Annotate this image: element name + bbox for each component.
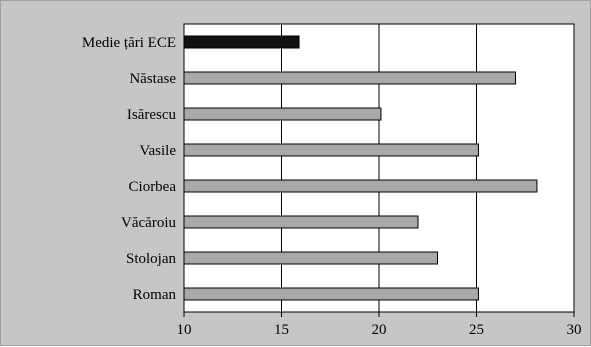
x-tick-label: 30 bbox=[567, 322, 582, 338]
x-tick-label: 20 bbox=[372, 322, 387, 338]
category-label: Ciorbea bbox=[129, 179, 177, 195]
bar-7 bbox=[183, 287, 479, 301]
category-label: Medie țări ECE bbox=[82, 35, 176, 51]
category-label: Stolojan bbox=[126, 251, 177, 267]
bar-2 bbox=[183, 107, 382, 121]
category-label: Năstase bbox=[129, 71, 176, 87]
bars bbox=[183, 35, 538, 301]
x-axis-ticks: 10 15 20 25 30 bbox=[177, 312, 582, 338]
category-labels: Medie țări ECE Năstase Isărescu Vasile Ciorb… bbox=[82, 35, 177, 303]
bar-0 bbox=[183, 35, 300, 49]
bar-1 bbox=[183, 71, 516, 85]
bar-6 bbox=[183, 251, 438, 265]
bar-3 bbox=[183, 143, 479, 157]
bar-4 bbox=[183, 179, 538, 193]
category-label: Isărescu bbox=[127, 107, 177, 123]
category-label: Vasile bbox=[139, 143, 176, 159]
x-tick-label: 10 bbox=[177, 322, 192, 338]
x-tick-label: 25 bbox=[469, 322, 484, 338]
category-label: Roman bbox=[133, 287, 177, 303]
x-tick-label: 15 bbox=[274, 322, 289, 338]
category-label: Văcăroiu bbox=[121, 215, 176, 231]
bar-5 bbox=[183, 215, 419, 229]
